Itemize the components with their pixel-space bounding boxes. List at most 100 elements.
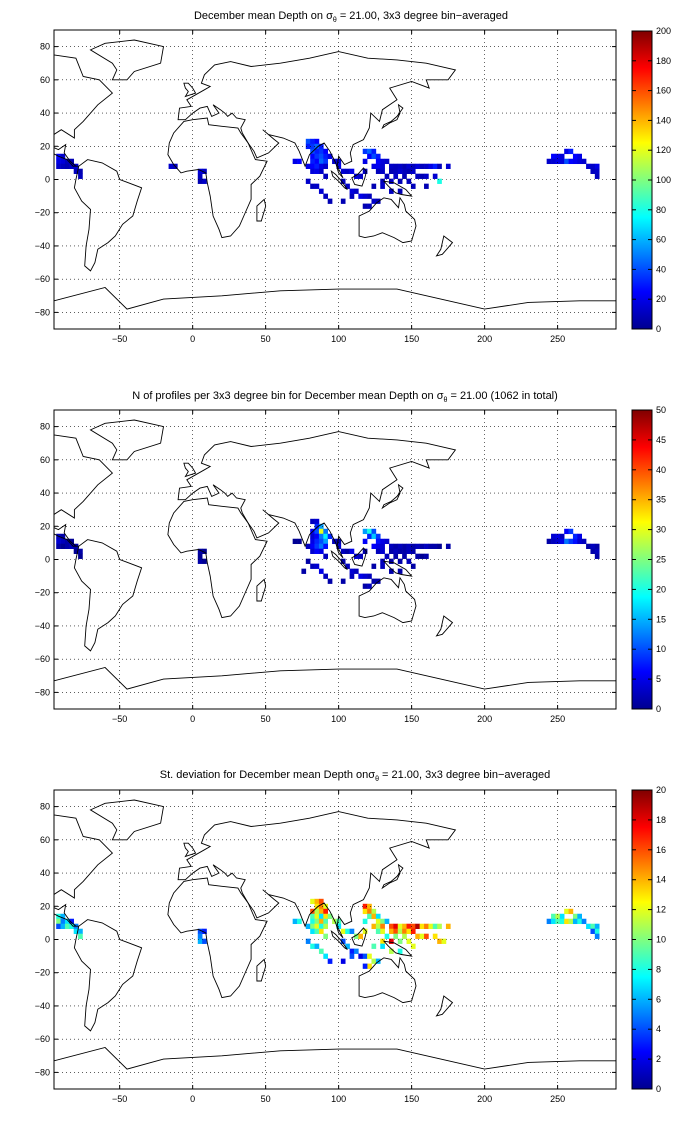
data-cell <box>314 548 320 554</box>
data-cell <box>64 543 70 550</box>
coast-uk <box>183 462 197 478</box>
data-cell <box>310 943 315 949</box>
data-cell <box>371 923 377 930</box>
data-cell <box>371 528 377 535</box>
data-cell <box>367 908 372 915</box>
data-cell <box>564 538 569 545</box>
x-tick-label: 250 <box>550 334 565 344</box>
coast-australia <box>358 956 417 1004</box>
data-cell <box>318 543 324 550</box>
data-cell <box>424 553 429 559</box>
data-cell <box>371 543 377 550</box>
data-cell <box>69 923 75 930</box>
data-cell <box>340 578 346 584</box>
data-cell <box>419 933 425 939</box>
data-cell <box>323 193 329 199</box>
data-cell <box>349 193 355 199</box>
data-cell <box>353 553 359 559</box>
data-cell <box>362 528 368 535</box>
data-cell <box>332 158 337 165</box>
data-cell <box>310 518 315 525</box>
data-cell <box>60 533 66 540</box>
data-cell <box>564 148 569 155</box>
data-cell <box>323 573 329 579</box>
data-cell <box>397 543 403 550</box>
y-tick-label: 60 <box>40 835 50 845</box>
data-cell <box>371 943 377 949</box>
data-cell <box>60 913 66 920</box>
data-cell <box>310 538 315 545</box>
data-cell <box>301 568 307 574</box>
map-content <box>54 30 616 329</box>
data-cell <box>314 943 320 949</box>
data-cell <box>362 548 368 554</box>
colorbar-tick-label: 30 <box>656 525 666 535</box>
colorbar-tick-label: 40 <box>656 465 666 475</box>
data-cell <box>78 933 83 939</box>
data-cell <box>389 168 394 174</box>
data-cell <box>393 548 399 554</box>
colorbar-tick-label: 20 <box>656 584 666 594</box>
y-tick-label: 20 <box>40 901 50 911</box>
data-cell <box>362 918 368 925</box>
data-cell <box>318 928 324 934</box>
data-cell <box>314 168 320 174</box>
data-cell <box>402 168 407 174</box>
data-cell <box>340 558 346 564</box>
data-cell <box>323 533 329 540</box>
data-cell <box>362 908 368 915</box>
data-cell <box>406 938 412 944</box>
data-cell <box>318 538 324 545</box>
data-cell <box>345 183 350 189</box>
data-cell <box>410 563 416 569</box>
data-cell <box>384 538 390 545</box>
data-cell <box>292 538 298 545</box>
data-cell <box>551 533 556 540</box>
data-cell <box>64 918 70 925</box>
data-cell <box>323 158 329 165</box>
data-cell <box>305 143 311 150</box>
coast-borneo <box>351 927 367 947</box>
data-cell <box>323 923 329 930</box>
data-cell <box>362 203 368 209</box>
data-cell <box>314 158 320 165</box>
data-cell <box>389 548 394 554</box>
data-cell <box>577 158 582 165</box>
data-cell <box>393 163 399 170</box>
colorbar-tick-label: 120 <box>656 145 671 155</box>
data-cell <box>406 163 412 170</box>
data-cell <box>202 548 207 554</box>
data-cell <box>78 928 83 934</box>
colorbar-tick-label: 8 <box>656 964 661 974</box>
data-cell <box>332 538 337 545</box>
colorbar-tick-label: 15 <box>656 614 666 624</box>
data-cell <box>310 543 315 550</box>
data-cell <box>78 548 83 554</box>
colorbar-tick-label: 18 <box>656 815 666 825</box>
data-cell <box>594 173 600 179</box>
data-cell <box>577 538 582 545</box>
data-cell <box>197 933 203 939</box>
x-tick-label: 50 <box>261 714 271 724</box>
data-cell <box>380 548 385 554</box>
panel-profile-count: N of profiles per 3x3 degree bin for Dec… <box>35 390 666 724</box>
coast-africa <box>167 117 268 239</box>
data-cell <box>336 158 342 165</box>
colorbar-tick-label: 20 <box>656 294 666 304</box>
data-cell <box>362 583 368 589</box>
data-cell <box>318 148 324 155</box>
data-cell <box>318 948 324 954</box>
x-tick-label: −50 <box>112 1094 127 1104</box>
data-cell <box>358 953 364 959</box>
y-tick-label: 20 <box>40 141 50 151</box>
data-cell <box>559 533 565 540</box>
coast-africa <box>167 877 268 999</box>
data-cell <box>362 168 368 174</box>
data-cell <box>367 203 372 209</box>
data-cell <box>202 928 207 934</box>
colorbar-tick-label: 45 <box>656 435 666 445</box>
data-cell <box>323 543 329 550</box>
y-tick-label: −60 <box>35 654 50 664</box>
data-cell <box>353 948 359 954</box>
